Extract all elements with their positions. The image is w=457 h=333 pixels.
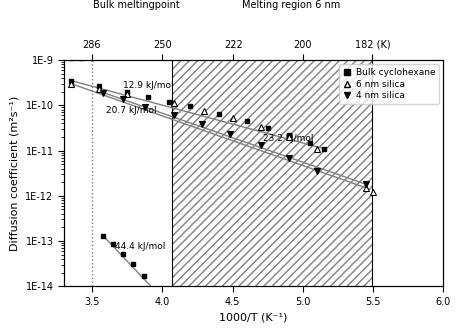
Legend: Bulk cyclohexane, 6 nm silica, 4 nm silica: Bulk cyclohexane, 6 nm silica, 4 nm sili… — [339, 65, 439, 104]
Bar — [172, 60, 372, 286]
Text: 23.2 kJ/mol: 23.2 kJ/mol — [264, 134, 314, 143]
Text: 44.4 kJ/mol: 44.4 kJ/mol — [115, 242, 165, 251]
Text: 20.7 kJ/mol: 20.7 kJ/mol — [106, 106, 157, 115]
X-axis label: 1000/T (K⁻¹): 1000/T (K⁻¹) — [219, 312, 288, 322]
Text: 12.9 kJ/mol: 12.9 kJ/mol — [123, 81, 174, 90]
Text: Melting region 6 nm: Melting region 6 nm — [243, 0, 340, 10]
Y-axis label: Diffusion coefficient (m²s⁻¹): Diffusion coefficient (m²s⁻¹) — [10, 96, 20, 251]
Text: Bulk meltingpoint: Bulk meltingpoint — [93, 0, 180, 10]
